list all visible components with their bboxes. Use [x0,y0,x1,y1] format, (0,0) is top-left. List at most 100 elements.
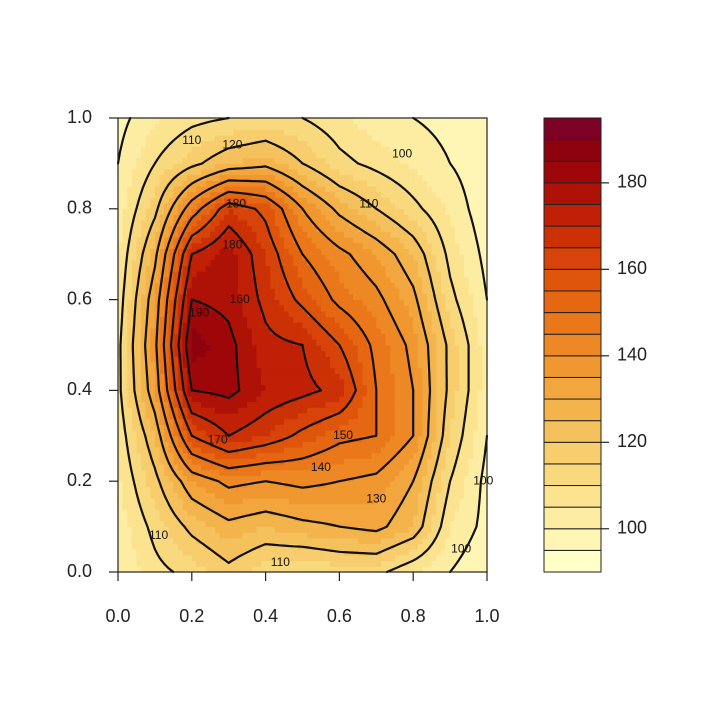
contour-cell [214,339,220,346]
contour-cell [182,464,188,471]
contour-cell [293,401,299,408]
contour-cell [214,282,220,289]
contour-cell [201,532,207,539]
contour-cell [260,322,266,329]
contour-cell [154,503,160,510]
contour-cell [302,537,308,545]
contour-cell [325,333,331,340]
contour-cell [357,532,363,539]
contour-cell [256,498,262,505]
contour-cell [362,452,368,459]
contour-cell [353,435,359,442]
contour-cell [127,288,133,295]
contour-cell [177,373,183,380]
contour-cell [224,549,230,556]
contour-cell [344,367,350,374]
contour-cell [371,503,377,510]
contour-cell [168,413,174,420]
contour-cell [482,424,488,431]
contour-cell [344,231,350,238]
contour-cell [380,220,386,227]
contour-cell [450,413,456,420]
contour-cell [325,265,331,272]
contour-cell [302,282,308,289]
contour-cell [380,276,386,283]
contour-cell [228,248,234,255]
contour-cell [482,407,488,414]
contour-cell [274,288,280,295]
contour-cell [482,333,488,340]
contour-cell [454,532,460,539]
contour-cell [362,447,368,454]
contour-cell [482,339,488,346]
contour-cell [136,220,142,227]
contour-cell [371,339,377,346]
contour-cell [468,430,474,437]
contour-cell [468,520,474,527]
contour-cell [334,305,340,312]
contour-cell [164,345,170,352]
contour-cell [260,282,266,289]
contour-cell [427,293,433,300]
contour-cell [247,362,253,369]
contour-cell [311,486,317,493]
contour-cell [463,537,469,545]
contour-cell [371,214,377,221]
contour-cell [353,464,359,471]
contour-cell [390,418,396,425]
contour-cell [260,288,266,295]
contour-cell [270,220,276,227]
contour-cell [454,441,460,448]
contour-cell [173,208,179,215]
contour-cell [191,407,197,414]
contour-cell [390,520,396,527]
contour-cell [247,316,253,323]
contour-cell [164,237,170,244]
contour-cell [311,503,317,510]
contour-cell [177,345,183,352]
contour-cell [284,566,290,573]
contour-cell [224,481,230,488]
contour-cell [325,362,331,369]
contour-cell [224,333,230,340]
contour-cell [436,430,442,437]
contour-cell [390,293,396,300]
contour-cell [463,549,469,556]
contour-cell [288,379,294,386]
contour-cell [371,520,377,527]
contour-cell [265,520,271,527]
contour-cell [422,271,428,278]
contour-cell [201,424,207,431]
contour-cell [440,396,446,403]
contour-cell [422,520,428,527]
contour-cell [251,424,257,431]
contour-cell [191,526,197,533]
contour-cell [256,367,262,374]
contour-cell [403,208,409,215]
contour-cell [302,418,308,425]
contour-cell [394,566,400,573]
contour-cell [274,401,280,408]
contour-cell [477,447,483,454]
contour-cell [173,407,179,414]
contour-cell [260,486,266,493]
contour-cell [334,214,340,221]
contour-cell [284,208,290,215]
contour-cell [311,464,317,471]
contour-cell [270,430,276,437]
contour-cell [279,498,285,505]
contour-cell [330,293,336,300]
contour-cell [288,492,294,499]
contour-cell [459,526,465,533]
contour-cell [251,498,257,505]
contour-cell [316,515,322,522]
contour-cell [228,322,234,329]
contour-cell [473,407,479,414]
contour-cell [136,379,142,386]
contour-cell [330,310,336,318]
contour-cell [468,418,474,425]
contour-cell [122,492,128,499]
contour-cell [122,373,128,380]
contour-cell [436,356,442,363]
contour-cell [311,356,317,363]
